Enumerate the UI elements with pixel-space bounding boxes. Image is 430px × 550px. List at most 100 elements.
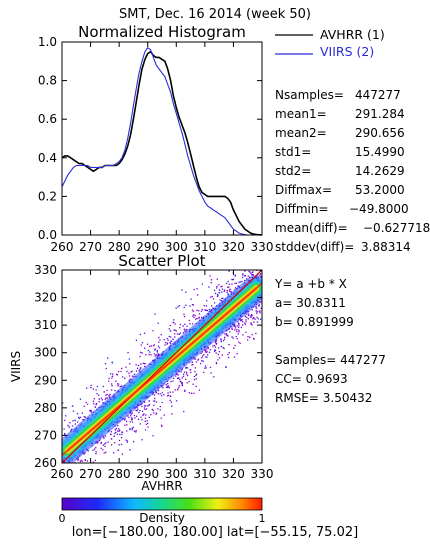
scatter-point	[192, 315, 194, 317]
scatter-point	[193, 288, 195, 291]
scatter-point	[238, 341, 240, 343]
scatter-point	[108, 394, 110, 396]
scatter-point	[178, 386, 180, 388]
scatter-point	[202, 360, 204, 362]
scatter-point	[105, 451, 107, 453]
scatter-point	[178, 305, 180, 307]
scatter-point	[253, 317, 255, 319]
scatter-point	[74, 471, 75, 472]
scatter-point	[206, 350, 208, 352]
scatter-point	[114, 442, 116, 444]
scatter-point	[92, 449, 94, 451]
scatter-point	[144, 362, 146, 365]
scatter-point	[193, 314, 195, 316]
scatter-point	[105, 367, 107, 370]
fit-b: b= 0.891999	[275, 315, 354, 329]
scatter-point	[154, 349, 156, 351]
scatter-point	[137, 364, 140, 367]
footer-range: lon=[−180.00, 180.00] lat=[−55.15, 75.02…	[71, 525, 359, 540]
scatter-point	[211, 295, 213, 298]
scatter-point	[188, 381, 190, 383]
scatter-point	[119, 429, 121, 431]
scatter-point	[168, 387, 170, 389]
scatter-point	[201, 357, 203, 359]
scatter-point	[203, 354, 205, 356]
scatter-point	[239, 266, 240, 267]
scatter-point	[212, 345, 214, 347]
scatter-point	[236, 265, 237, 266]
scatter-point	[90, 411, 93, 413]
scatter-point	[93, 403, 95, 405]
scatter-point	[249, 336, 251, 338]
scatter-point	[126, 370, 128, 373]
scatter-point	[228, 344, 230, 346]
scatter-point	[252, 274, 254, 276]
scatter-point	[240, 326, 242, 329]
scatter-point	[115, 428, 117, 430]
legend-line-viirs	[275, 53, 313, 55]
scatter-point	[167, 339, 169, 341]
scatter-point	[186, 328, 188, 331]
scatter-point	[247, 318, 249, 320]
scatter-point	[250, 315, 252, 317]
scatter-point	[225, 366, 227, 368]
scatter-point	[137, 418, 140, 420]
scatter-point	[118, 428, 120, 430]
scatter-point	[230, 290, 232, 293]
scatter-point	[139, 423, 141, 425]
legend-line-avhrr	[275, 34, 313, 36]
scatter-point	[220, 339, 222, 341]
scatter-point	[130, 371, 132, 373]
scatter-point	[95, 404, 97, 406]
scatter-point	[118, 430, 120, 432]
scatter-point	[229, 290, 231, 293]
scatter-point	[106, 397, 108, 399]
scatter-point	[95, 389, 97, 391]
scatter-point	[217, 353, 219, 356]
scatter-point	[76, 469, 77, 470]
scatter-point	[76, 421, 79, 423]
stat-value: −49.8000	[349, 202, 409, 216]
scatter-point	[92, 388, 94, 390]
histogram-ytick-label: 0.0	[38, 228, 57, 242]
scatter-point	[120, 370, 122, 373]
scatter-point	[167, 392, 169, 394]
scatter-point	[231, 268, 232, 269]
scatter-point	[200, 310, 203, 312]
scatter-point	[157, 353, 159, 355]
scatter-point	[159, 409, 161, 411]
scatter-point	[83, 453, 85, 455]
scatter-point	[245, 331, 247, 333]
scatter-point	[82, 419, 84, 421]
scatter-point	[174, 323, 176, 325]
scatter-point	[152, 435, 154, 437]
scatter-point	[129, 421, 131, 423]
scatter-point	[112, 373, 114, 375]
scatter-point	[120, 385, 122, 388]
scatter-point	[250, 316, 252, 318]
scatter-point	[139, 355, 141, 358]
scatter-point	[250, 322, 252, 324]
scatter-point	[236, 261, 237, 262]
fit-samples: Samples= 447277	[275, 353, 386, 367]
stat-label: stddev(diff)=	[275, 240, 355, 254]
scatter-point	[198, 317, 200, 319]
scatter-point	[241, 280, 243, 283]
scatter-ytick-label: 290	[34, 373, 57, 387]
scatter-xtick-label: 290	[136, 467, 159, 481]
scatter-point	[142, 414, 144, 416]
scatter-point	[194, 370, 196, 373]
scatter-point	[111, 383, 113, 385]
scatter-point	[218, 289, 221, 291]
scatter-point	[170, 340, 172, 342]
scatter-point	[208, 286, 210, 288]
scatter-point	[94, 459, 96, 462]
scatter-point	[117, 425, 119, 427]
scatter-point	[148, 353, 150, 356]
scatter-point	[155, 401, 158, 403]
scatter-point	[195, 361, 198, 363]
scatter-point	[247, 265, 248, 266]
scatter-point	[235, 335, 237, 338]
scatter-point	[110, 431, 113, 433]
scatter-point	[228, 270, 230, 272]
